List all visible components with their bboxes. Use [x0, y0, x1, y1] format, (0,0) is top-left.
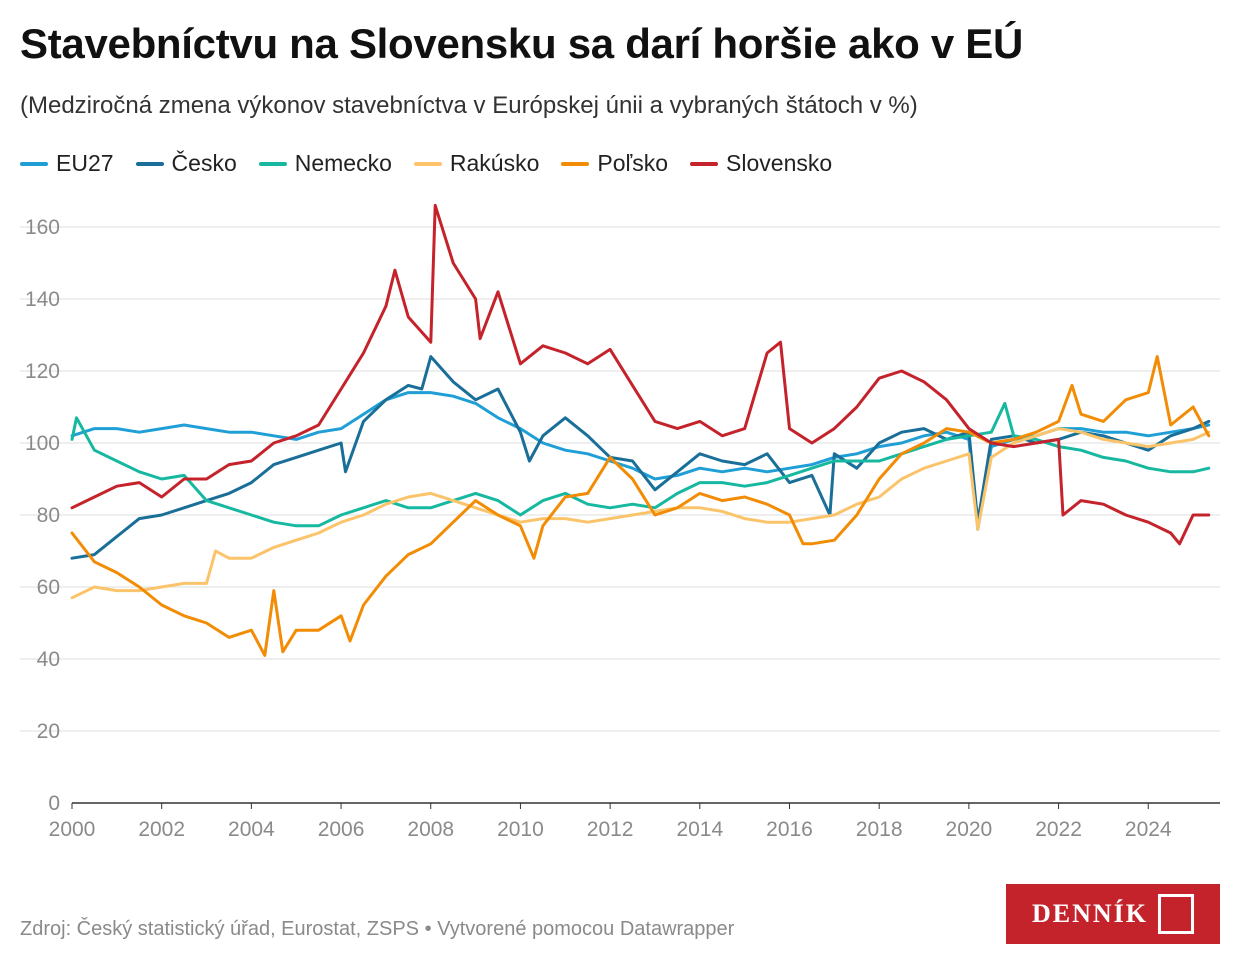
logo-text: DENNÍK — [1031, 899, 1148, 928]
x-tick-label-2000: 2000 — [49, 818, 96, 841]
y-tick-label-160: 160 — [25, 216, 60, 239]
dennik-logo: DENNÍK — [1006, 884, 1220, 944]
series-line-polsko — [70, 355, 1211, 657]
x-tick-label-2020: 2020 — [946, 818, 993, 841]
legend-label-eu27: EU27 — [56, 150, 114, 176]
chart-legend: EU27 Česko Nemecko Rakúsko Poľsko Sloven… — [20, 150, 832, 177]
series-line-slovensko — [70, 203, 1211, 546]
x-tick-label-2006: 2006 — [318, 818, 365, 841]
x-tick-label-2008: 2008 — [407, 818, 454, 841]
x-tick-label-2022: 2022 — [1035, 818, 1082, 841]
logo-n-icon — [1158, 894, 1194, 934]
legend-swatch-cesko — [135, 161, 164, 166]
x-tick-label-2004: 2004 — [228, 818, 275, 841]
series-line-nemecko — [70, 401, 1211, 528]
source-note: Zdroj: Český statistický úřad, Eurostat,… — [20, 918, 735, 940]
legend-item-eu27: EU27 — [20, 150, 114, 177]
legend-swatch-polsko — [561, 161, 590, 166]
legend-item-polsko: Poľsko — [561, 150, 668, 177]
y-tick-label-120: 120 — [25, 360, 60, 383]
legend-label-cesko: Česko — [171, 150, 237, 176]
legend-label-slovensko: Slovensko — [726, 150, 833, 176]
series-line-rakusko — [70, 427, 1211, 600]
legend-label-nemecko: Nemecko — [294, 150, 392, 176]
legend-swatch-eu27 — [20, 161, 48, 166]
y-tick-label-100: 100 — [25, 432, 60, 455]
x-tick-label-2016: 2016 — [766, 818, 813, 841]
y-tick-label-60: 60 — [37, 576, 60, 599]
legend-label-rakusko: Rakúsko — [449, 150, 540, 176]
series-line-cesko — [70, 355, 1211, 560]
legend-label-polsko: Poľsko — [597, 150, 669, 176]
chart-subtitle: (Medziročná zmena výkonov stavebníctva v… — [20, 92, 918, 119]
y-tick-label-80: 80 — [37, 504, 60, 527]
y-tick-label-20: 20 — [37, 720, 60, 743]
line-chart: 0 20 40 60 80 100 120 140 160 2000 2002 2004 2006 200… — [20, 203, 1220, 841]
x-tick-label-2018: 2018 — [856, 818, 903, 841]
x-tick-label-2010: 2010 — [497, 818, 544, 841]
y-tick-label-40: 40 — [37, 648, 60, 671]
legend-item-rakusko: Rakúsko — [413, 150, 540, 177]
legend-swatch-slovensko — [690, 161, 719, 166]
x-tick-label-2024: 2024 — [1125, 818, 1172, 841]
legend-swatch-nemecko — [258, 161, 287, 166]
x-tick-label-2012: 2012 — [587, 818, 634, 841]
chart-title: Stavebníctvu na Slovensku sa darí horšie… — [20, 20, 1024, 67]
legend-item-nemecko: Nemecko — [258, 150, 392, 177]
y-tick-label-140: 140 — [25, 288, 60, 311]
legend-item-cesko: Česko — [135, 150, 237, 177]
x-tick-label-2002: 2002 — [138, 818, 185, 841]
legend-item-slovensko: Slovensko — [690, 150, 832, 177]
legend-swatch-rakusko — [413, 161, 442, 166]
y-tick-label-0: 0 — [48, 792, 60, 815]
x-tick-label-2014: 2014 — [676, 818, 723, 841]
